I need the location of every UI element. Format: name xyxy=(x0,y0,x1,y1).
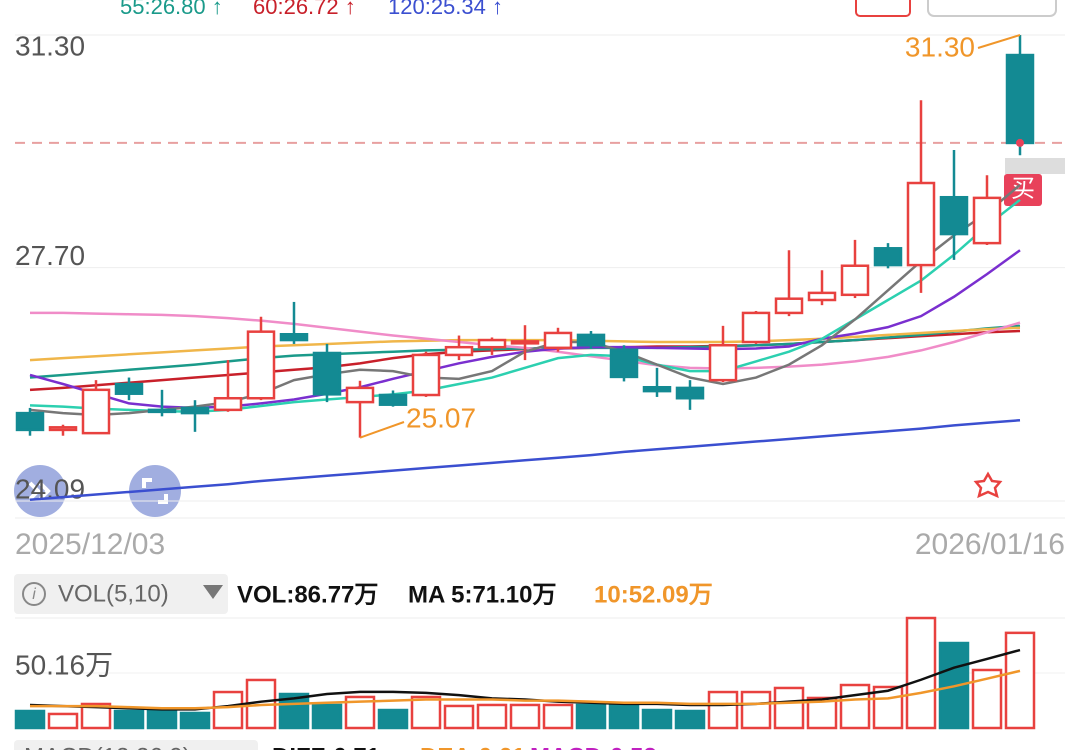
y-tick-label: 24.09 xyxy=(15,473,85,504)
ma-line xyxy=(29,418,1021,501)
candle-body xyxy=(708,343,738,382)
x-tick-label: 2025/12/03 xyxy=(15,528,165,561)
volume-bar xyxy=(905,616,937,730)
volume-bar xyxy=(641,708,673,730)
candle-body xyxy=(807,291,837,302)
volume-bar xyxy=(212,690,244,730)
candle-body xyxy=(576,333,606,347)
candle-body xyxy=(411,353,441,397)
candle-body xyxy=(180,406,210,415)
candle-body xyxy=(477,338,507,349)
volume-bar xyxy=(47,712,79,730)
candle-body xyxy=(246,330,276,400)
candle-body xyxy=(213,396,243,412)
macd-legend: DEA:0.61 xyxy=(420,743,525,750)
x-tick-label: 2026/01/16 xyxy=(915,528,1065,561)
volume-bar xyxy=(773,686,805,730)
volume-bar xyxy=(311,703,343,730)
candle-body xyxy=(378,393,408,406)
candle-body xyxy=(741,311,771,344)
candle-body xyxy=(774,297,804,315)
volume-bar xyxy=(872,685,904,730)
min-label: 25.07 xyxy=(406,402,476,433)
candle-body xyxy=(15,411,45,432)
info-i: i xyxy=(32,586,36,603)
ma-header-label: 60:26.72 ↑ xyxy=(253,0,356,19)
candle-body xyxy=(279,332,309,342)
min-pointer xyxy=(359,421,405,439)
volume-bar xyxy=(674,709,706,730)
candle-body xyxy=(609,348,639,379)
macd-selector[interactable] xyxy=(14,740,258,750)
candle-body xyxy=(873,247,903,267)
volume-bar xyxy=(443,704,475,730)
buy-badge-bg[interactable] xyxy=(1004,174,1042,206)
candle-body xyxy=(48,426,78,432)
candle-body xyxy=(510,340,540,345)
max-label: 31.30 xyxy=(905,31,975,62)
candle-body xyxy=(906,181,936,267)
vol-selector[interactable] xyxy=(14,574,228,614)
max-pointer xyxy=(977,34,1021,49)
volume-bar xyxy=(740,690,772,730)
y-tick-label: 50.16万 xyxy=(15,649,113,680)
candle-body xyxy=(114,382,144,395)
ma-header-label: 55:26.80 ↑ xyxy=(120,0,223,19)
candle-body xyxy=(81,388,111,435)
vol-ma-line xyxy=(30,669,1021,710)
volume-bar xyxy=(839,683,871,730)
ma-header-label: 120:25.34 ↑ xyxy=(388,0,503,19)
volume-bar xyxy=(377,708,409,730)
volume-bar xyxy=(509,703,541,730)
candle-body xyxy=(840,264,870,297)
volume-bar xyxy=(410,695,442,730)
vol-legend: VOL:86.77万 xyxy=(237,581,378,608)
macd-title: MACD(12,26,9) xyxy=(24,743,191,750)
volume-bar xyxy=(806,696,838,730)
sell-button[interactable] xyxy=(855,0,911,17)
last-dot xyxy=(1016,138,1024,147)
candle-body xyxy=(312,351,342,396)
price-tag xyxy=(1005,158,1065,174)
candle-body xyxy=(1005,53,1035,145)
adjust-button[interactable] xyxy=(927,0,1057,17)
info-icon[interactable] xyxy=(22,582,46,606)
volume-bar xyxy=(113,709,145,730)
volume-bar xyxy=(707,690,739,730)
y-tick-label: 31.30 xyxy=(15,30,85,61)
candle-body xyxy=(675,386,705,400)
volume-bar xyxy=(575,703,607,730)
candle-body xyxy=(642,385,672,393)
candle-body xyxy=(972,196,1002,245)
candle-body xyxy=(147,408,177,414)
vol-legend: MA 5:71.10万 xyxy=(408,581,557,608)
volume-bar xyxy=(146,709,178,730)
star-icon[interactable] xyxy=(973,471,1003,499)
ma-line xyxy=(29,183,1021,417)
nav-button[interactable] xyxy=(14,465,66,517)
volume-bar xyxy=(542,703,574,730)
dropdown-arrow[interactable] xyxy=(203,585,223,599)
y-tick-label: 27.70 xyxy=(15,240,85,271)
macd-legend: MACD:0.52 xyxy=(530,743,657,750)
candle-body xyxy=(444,345,474,357)
volume-bar xyxy=(476,703,508,730)
candle-body xyxy=(345,386,375,404)
volume-bar xyxy=(14,709,46,730)
candle-body xyxy=(543,331,573,350)
volume-bar xyxy=(608,703,640,730)
volume-bar xyxy=(179,711,211,730)
volume-bar xyxy=(1004,631,1036,730)
macd-legend: DIFF:0.71 xyxy=(272,743,380,750)
candle-body xyxy=(939,195,969,236)
vol-legend: 10:52.09万 xyxy=(594,581,713,608)
vol-title: VOL(5,10) xyxy=(58,580,169,607)
